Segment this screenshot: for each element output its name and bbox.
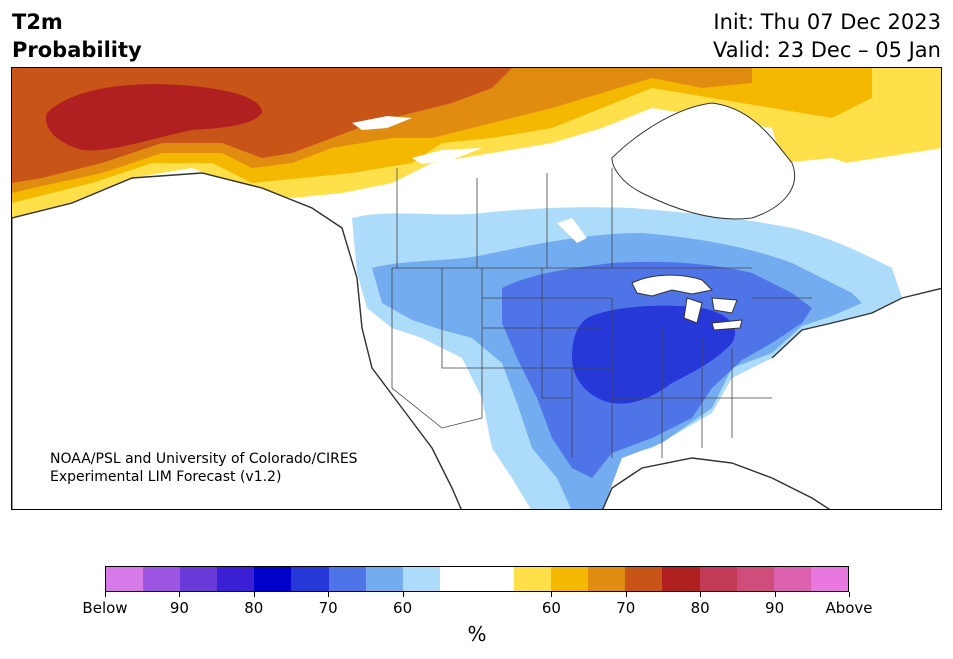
colorbar-tick-label: 90 — [765, 599, 785, 617]
colorbar-segment — [736, 567, 774, 591]
colorbar-segment — [810, 567, 848, 591]
manitoba-lake — [557, 218, 587, 243]
cold-strong-region — [572, 305, 736, 404]
canadian-lake-2 — [412, 148, 482, 164]
init-date: Init: Thu 07 Dec 2023 — [713, 10, 941, 34]
colorbar-tick-label: 80 — [690, 599, 710, 617]
colorbar-tick-label: 70 — [318, 599, 338, 617]
atlantic-canada-water — [812, 148, 941, 268]
colorbar-segment — [106, 567, 144, 591]
colorbar-segment — [476, 567, 515, 591]
map-panel: NOAA/PSL and University of Colorado/CIRE… — [11, 67, 942, 510]
colorbar-tick-mark — [849, 592, 850, 597]
gulf-of-mexico — [602, 457, 830, 509]
colorbar-tick-label: 70 — [616, 599, 636, 617]
colorbar-segment — [402, 567, 440, 591]
colorbar-tick-label: Above — [825, 599, 873, 617]
colorbar-segment — [773, 567, 811, 591]
colorbar-tick-mark — [328, 592, 330, 597]
credit-line-1: NOAA/PSL and University of Colorado/CIRE… — [50, 451, 358, 467]
canadian-lake-1 — [352, 116, 412, 130]
colorbar-segment — [217, 567, 255, 591]
colorbar — [105, 566, 849, 592]
colorbar-tick-label: 60 — [541, 599, 561, 617]
colorbar-tick-mark — [551, 592, 553, 597]
warm-strong-region — [46, 84, 262, 151]
colorbar-segment — [365, 567, 403, 591]
product-label: Probability — [12, 38, 142, 62]
hudson-bay — [611, 102, 796, 220]
colorbar-segment — [551, 567, 589, 591]
colorbar-segment — [328, 567, 366, 591]
colorbar-segment — [699, 567, 737, 591]
colorbar-tick-mark — [700, 592, 702, 597]
map-title: T2m Probability — [12, 8, 142, 64]
colorbar-tick-mark — [105, 592, 106, 597]
colorbar-segment — [514, 567, 552, 591]
colorbar-segment — [625, 567, 663, 591]
colorbar-unit: % — [467, 622, 487, 646]
coastlines — [12, 172, 941, 509]
colorbar-tick-mark — [774, 592, 776, 597]
credit-line-2: Experimental LIM Forecast (v1.2) — [50, 469, 282, 485]
colorbar-segment — [662, 567, 700, 591]
variable-label: T2m — [12, 10, 63, 34]
colorbar-tick-mark — [253, 592, 255, 597]
colorbar-tick-label: 60 — [393, 599, 413, 617]
date-info: Init: Thu 07 Dec 2023 Valid: 23 Dec – 05… — [713, 8, 941, 64]
colorbar-tick-label: Below — [82, 599, 128, 617]
colorbar-tick-mark — [625, 592, 627, 597]
colorbar-tick-label: 90 — [169, 599, 189, 617]
colorbar-segment — [254, 567, 292, 591]
great-lakes — [631, 274, 743, 331]
valid-date: Valid: 23 Dec – 05 Jan — [712, 38, 941, 62]
political-boundaries — [391, 168, 812, 458]
colorbar-tick-mark — [179, 592, 181, 597]
colorbar-segment — [143, 567, 181, 591]
colorbar-tick-label: 80 — [244, 599, 264, 617]
colorbar-segment — [291, 567, 329, 591]
colorbar-segment — [180, 567, 218, 591]
colorbar-segment — [439, 567, 477, 591]
credit-block: NOAA/PSL and University of Colorado/CIRE… — [50, 450, 358, 486]
colorbar-tick-mark — [402, 592, 404, 597]
colorbar-segment — [588, 567, 626, 591]
forecast-map — [12, 68, 941, 509]
